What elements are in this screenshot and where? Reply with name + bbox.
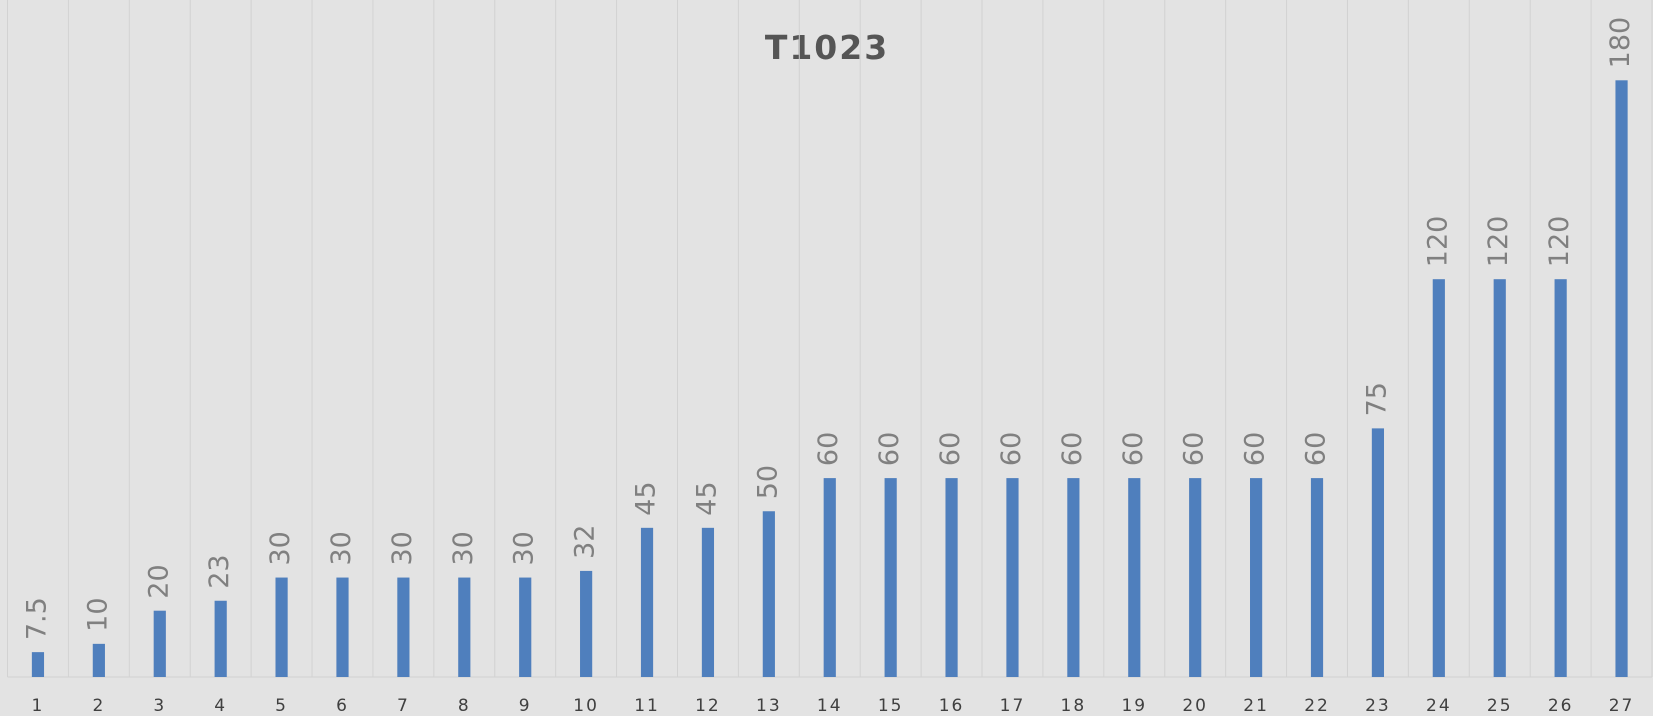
data-label: 60 [1057,432,1088,466]
x-tick-label: 13 [756,696,782,716]
x-tick-label: 12 [695,696,721,716]
data-label: 45 [691,481,722,515]
data-label: 60 [874,432,905,466]
x-tick-label: 19 [1121,696,1147,716]
x-tick-label: 2 [92,696,105,716]
data-label: 30 [326,531,357,565]
data-label: 60 [1118,432,1149,466]
bar [701,527,715,677]
data-label: 180 [1605,17,1636,69]
data-label: 10 [82,597,113,631]
x-tick-label: 14 [817,696,843,716]
data-label: 60 [935,432,966,466]
x-tick-label: 6 [336,696,349,716]
bar [1067,478,1080,677]
bar [92,643,105,677]
bar [458,577,471,677]
bar [945,478,958,677]
data-label: 60 [996,432,1027,466]
x-tick-label: 10 [573,696,599,716]
bar [1310,478,1324,677]
x-tick-label: 17 [1000,696,1026,716]
data-label: 60 [1301,432,1332,466]
data-label: 45 [631,481,662,515]
data-label: 20 [143,564,174,598]
bar [336,577,349,677]
data-label: 32 [570,525,601,559]
bar [31,652,45,677]
bar [1371,428,1385,677]
x-tick-label: 16 [939,696,965,716]
data-label: 30 [448,531,479,565]
x-tick-label: 1 [32,696,45,716]
data-label: 75 [1361,382,1392,416]
x-tick-label: 21 [1243,696,1269,716]
data-label: 60 [813,432,844,466]
bar [214,600,227,677]
x-tick-label: 11 [634,696,660,716]
x-tick-label: 5 [275,696,288,716]
x-tick-label: 7 [397,696,410,716]
bar [1554,279,1567,677]
bar [884,478,897,677]
x-tick-label: 20 [1182,696,1208,716]
data-label: 7.5 [21,597,52,640]
bar [1006,478,1019,677]
x-tick-label: 23 [1365,696,1391,716]
x-tick-label: 27 [1609,696,1635,716]
x-tick-label: 24 [1426,696,1452,716]
bar [275,577,288,677]
bar [580,570,593,677]
bar [640,527,654,677]
bar [762,511,775,677]
bar [1432,279,1445,677]
chart-title: T1023 [765,28,889,67]
x-tick-label: 3 [153,696,166,716]
bar [1493,279,1506,677]
bar [397,577,410,677]
x-tick-label: 26 [1548,696,1574,716]
x-tick-label: 18 [1061,696,1087,716]
data-label: 30 [387,531,418,565]
data-label: 23 [204,554,235,588]
x-tick-label: 25 [1487,696,1513,716]
bar [1189,478,1202,677]
x-tick-label: 9 [519,696,532,716]
data-label: 60 [1179,432,1210,466]
bar [823,478,836,677]
bar [1128,478,1141,677]
x-tick-label: 15 [878,696,904,716]
data-label: 60 [1240,432,1271,466]
bar [519,577,532,677]
data-label: 30 [509,531,540,565]
x-tick-label: 8 [458,696,471,716]
data-label: 120 [1483,216,1514,268]
data-label: 50 [752,465,783,499]
data-label: 30 [265,531,296,565]
bar [1615,80,1628,678]
bar [1250,478,1263,677]
bar [153,610,166,677]
x-tick-label: 4 [214,696,227,716]
data-label: 120 [1422,216,1453,268]
data-label: 120 [1544,216,1575,268]
x-tick-label: 22 [1304,696,1330,716]
